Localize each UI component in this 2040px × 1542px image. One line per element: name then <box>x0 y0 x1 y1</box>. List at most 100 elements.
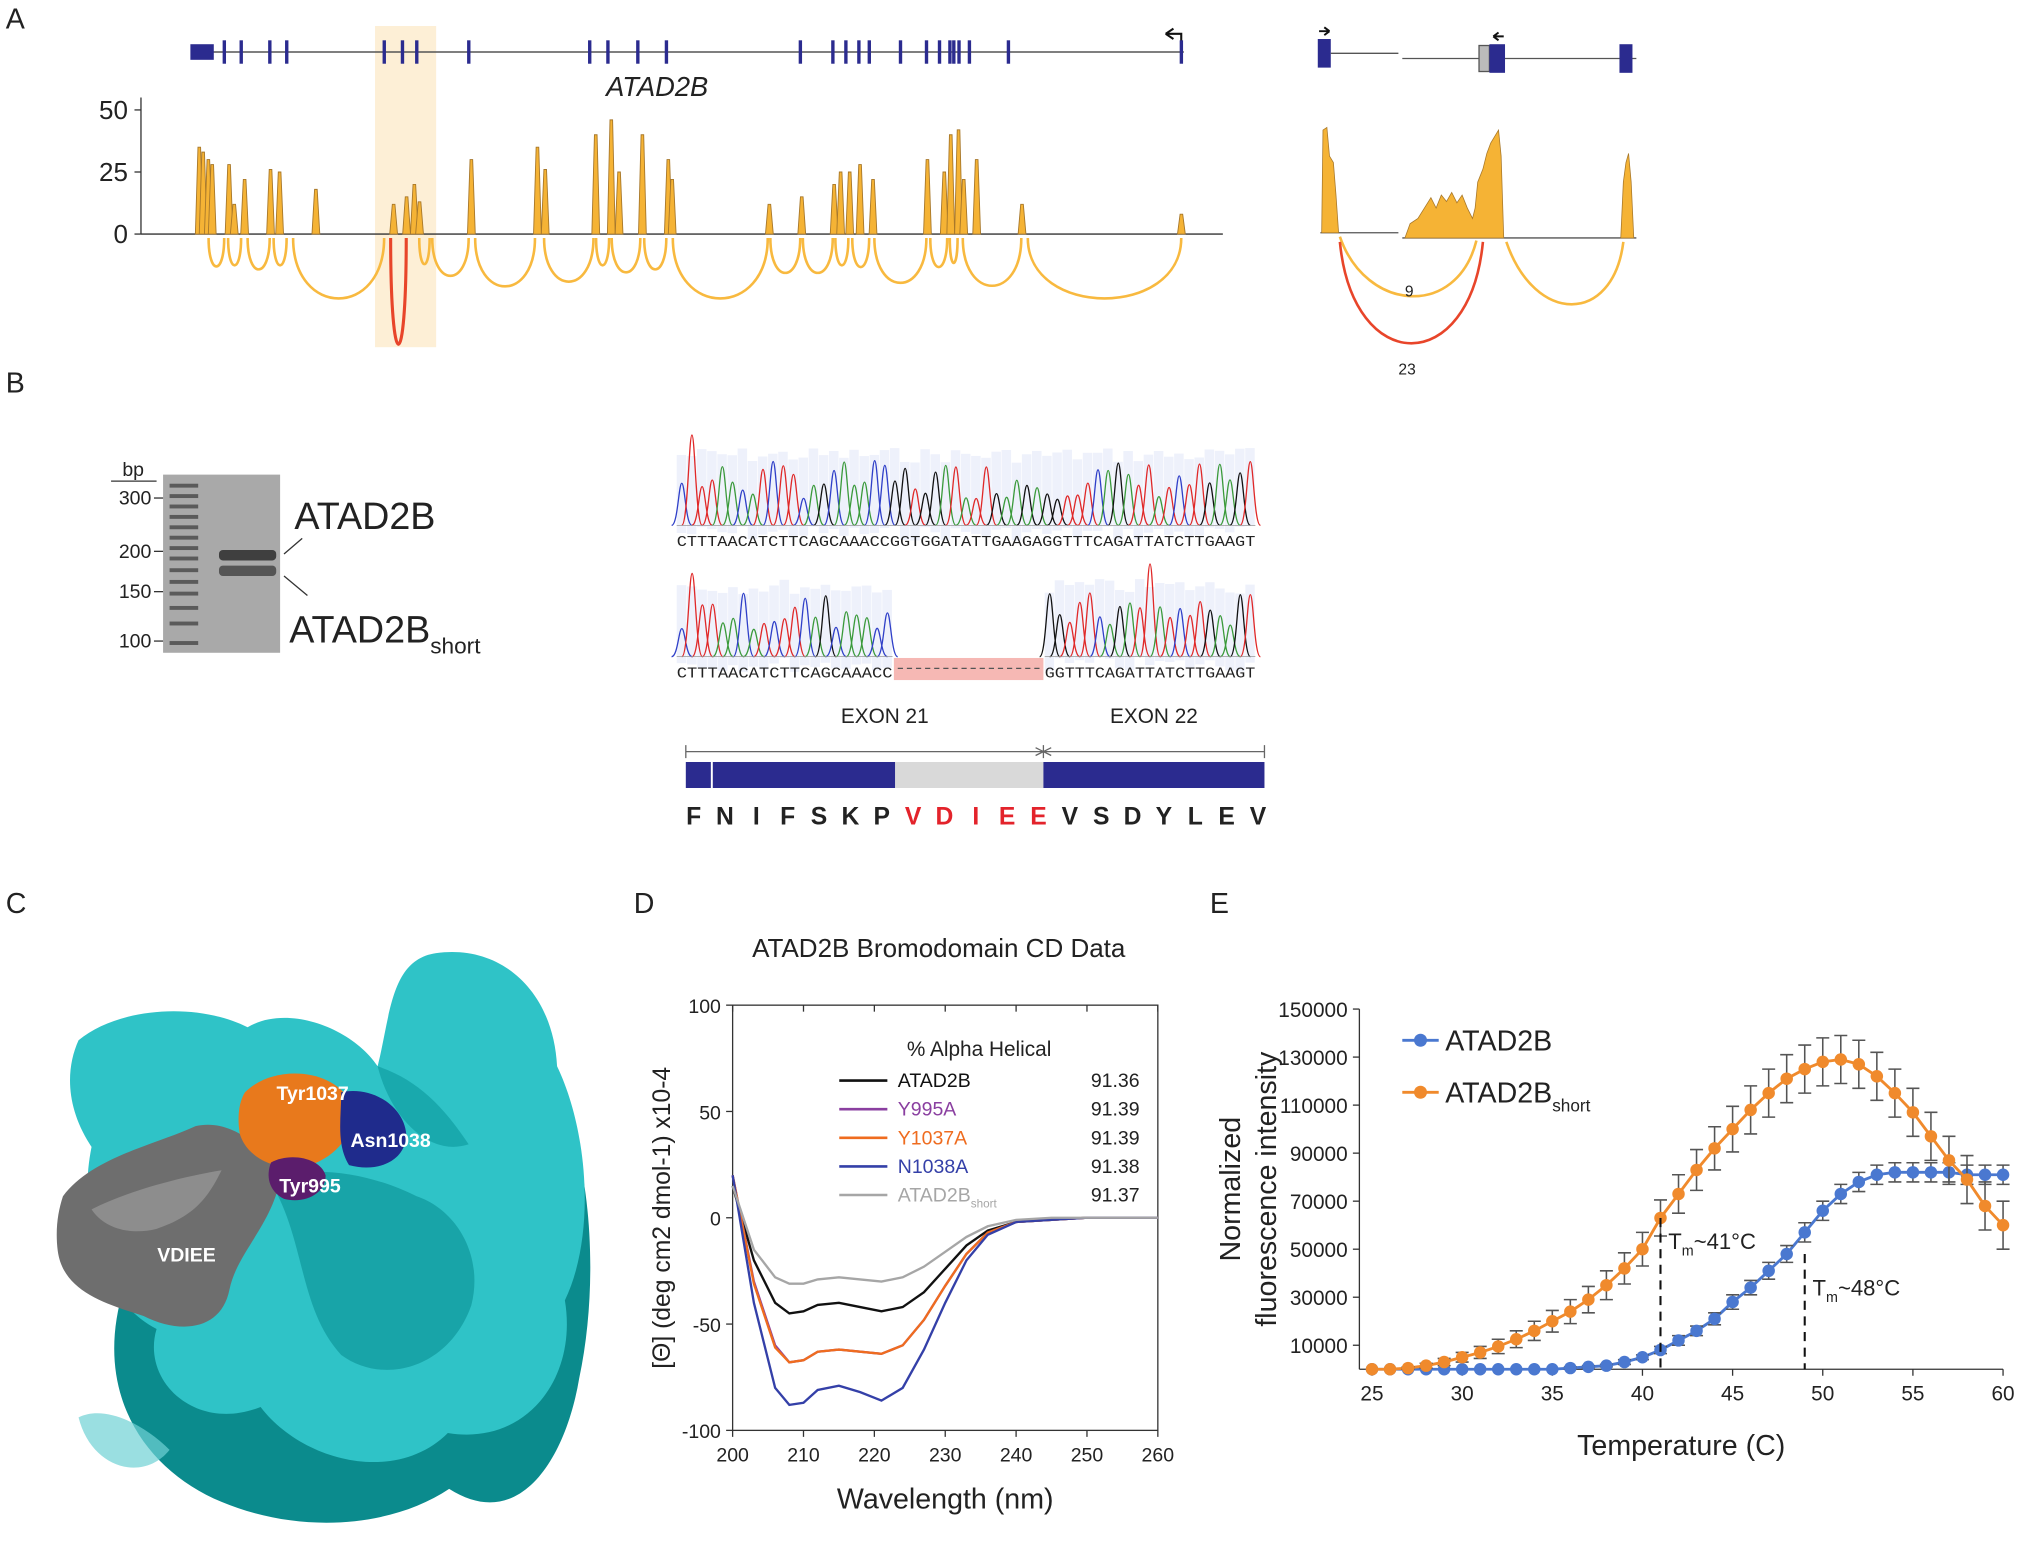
quality-bar <box>1052 452 1062 531</box>
x-tick-label: 250 <box>1071 1445 1104 1467</box>
quality-bar <box>879 450 890 529</box>
coverage-peak <box>540 169 550 235</box>
quality-bar <box>910 462 920 541</box>
legend-label-subscript: short <box>971 1197 998 1210</box>
quality-bar <box>1245 448 1255 527</box>
x-tick-label: 45 <box>1721 1382 1744 1405</box>
marker <box>1582 1293 1595 1306</box>
residue: D <box>936 803 954 830</box>
marker <box>1762 1086 1775 1100</box>
trace-peak <box>1198 482 1221 526</box>
quality-bar <box>1184 459 1194 538</box>
sample-band <box>218 565 277 577</box>
residue: I <box>972 803 979 830</box>
residue: S <box>811 803 827 830</box>
pointer <box>283 537 303 555</box>
ladder-band <box>169 641 199 645</box>
coverage-peak <box>275 171 284 235</box>
quality-bar <box>717 592 728 671</box>
marker <box>1546 1363 1559 1376</box>
trace-peak <box>671 627 693 658</box>
coverage-peak <box>207 164 217 235</box>
quality-bar <box>1205 582 1215 661</box>
x-tick-label: 40 <box>1631 1382 1654 1405</box>
exon <box>967 40 972 64</box>
trace-peak <box>884 480 906 526</box>
band-label-subscript: short <box>430 634 481 659</box>
ladder-band <box>169 525 199 530</box>
quality-bar <box>889 448 900 527</box>
quality-bar <box>1145 587 1155 666</box>
x-tick-label: 210 <box>787 1445 820 1467</box>
trace-peak <box>904 488 927 526</box>
x-tick-label: 35 <box>1541 1382 1564 1405</box>
trace-peak <box>876 612 899 658</box>
trace-peak <box>1097 469 1119 526</box>
coverage-peak <box>939 171 949 235</box>
quality-bar <box>1225 592 1235 671</box>
quality-bar <box>1084 584 1095 663</box>
marker <box>1852 1058 1866 1071</box>
marker <box>1978 1168 1992 1181</box>
legend-title: % Alpha Helical <box>907 1038 1052 1061</box>
coverage-peak <box>229 203 239 235</box>
quality-bar <box>757 456 768 535</box>
coverage-peak <box>1176 213 1186 235</box>
junction-arcs <box>207 237 1183 346</box>
quality-bar <box>1044 592 1055 671</box>
trace-peak <box>1036 493 1058 526</box>
quality-bar <box>728 587 738 666</box>
junction-arc <box>430 237 470 278</box>
trace-peak <box>835 611 858 658</box>
quality-bar <box>758 591 769 670</box>
marker <box>1834 1187 1848 1201</box>
exon-label: EXON 22 <box>1110 705 1198 728</box>
y-tick-label: 50 <box>699 1102 721 1124</box>
trace-peak <box>833 461 855 526</box>
trace-peak <box>894 467 916 526</box>
residue: F <box>686 803 701 830</box>
quality-bar <box>1133 461 1144 540</box>
trace-peak <box>1117 473 1140 526</box>
quality-bar <box>707 590 718 669</box>
residue: V <box>1250 803 1267 830</box>
quality-bar <box>872 592 882 671</box>
junction-arc <box>594 237 611 267</box>
quality-bar <box>1062 449 1072 528</box>
trace-peak <box>1059 621 1081 658</box>
trace-peak <box>934 464 957 526</box>
marker <box>1383 1363 1397 1376</box>
marker <box>1780 1072 1793 1085</box>
quality-bar <box>1094 579 1105 658</box>
quality-bar <box>810 588 820 667</box>
residue: V <box>905 803 922 830</box>
exon <box>190 44 214 60</box>
trace-peak <box>825 626 847 658</box>
y-tick-label: 25 <box>99 157 128 187</box>
marker <box>1726 1122 1739 1136</box>
y-axis-label: Normalized <box>1215 1117 1247 1262</box>
marker <box>1654 1211 1667 1225</box>
trace-peak <box>742 493 764 526</box>
exon <box>636 40 640 64</box>
quality-bar <box>971 455 981 534</box>
ladder-band <box>169 556 199 561</box>
y-tick-label: 30000 <box>1290 1287 1348 1310</box>
legend-label-main: N1038A <box>898 1156 968 1178</box>
trace-peak <box>1067 494 1089 526</box>
sequence: GGTTTCAGATTATCTTGAAGT <box>1045 666 1256 682</box>
trace-peak <box>701 479 724 526</box>
coverage-peak <box>389 203 399 235</box>
coverage-peak <box>311 188 321 235</box>
series-line <box>1372 1170 2004 1371</box>
coverage-peak <box>240 178 250 235</box>
marker <box>1582 1360 1595 1374</box>
quality-bar <box>1054 580 1065 659</box>
marker <box>1852 1175 1866 1189</box>
panel-letter: C <box>6 888 27 920</box>
quality-bar <box>841 590 851 669</box>
quality-bar <box>1175 582 1185 661</box>
coverage-peak <box>959 178 969 235</box>
residue: E <box>999 803 1015 830</box>
quality-bar <box>920 449 930 528</box>
